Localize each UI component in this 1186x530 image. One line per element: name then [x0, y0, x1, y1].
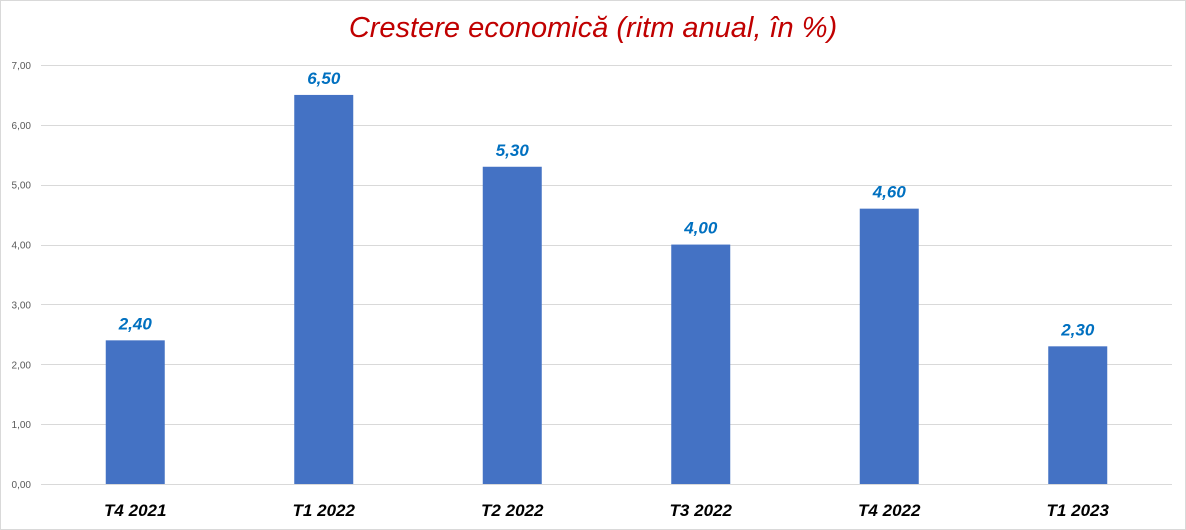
y-tick-label: 2,00	[12, 360, 32, 371]
data-label: 2,40	[118, 314, 153, 333]
bar	[482, 166, 542, 484]
bars	[105, 94, 1108, 484]
x-axis-category-labels: T4 2021 T1 2022 T2 2022 T3 2022 T4 2022 T1 20…	[104, 501, 1109, 520]
x-category-label: T3 2022	[670, 501, 733, 520]
y-tick-label: 6,00	[12, 121, 32, 132]
y-tick-label: 4,00	[12, 241, 32, 252]
data-label: 4,60	[872, 183, 907, 202]
x-category-label: T1 2022	[293, 501, 356, 520]
y-tick-label: 3,00	[12, 300, 32, 311]
x-category-label: T4 2022	[858, 501, 921, 520]
data-label: 4,00	[683, 219, 718, 238]
bar	[671, 244, 731, 484]
x-category-label: T2 2022	[481, 501, 544, 520]
y-tick-label: 1,00	[12, 420, 32, 431]
y-tick-label: 7,00	[12, 61, 32, 72]
bar	[1048, 346, 1108, 484]
data-label: 5,30	[496, 141, 530, 160]
bar	[859, 208, 919, 484]
x-category-label: T1 2023	[1047, 501, 1110, 520]
y-axis-tick-labels: 0,00 1,00 2,00 3,00 4,00 5,00 6,00 7,00	[12, 61, 32, 491]
chart-title: Crestere economică (ritm anual, în %)	[348, 12, 838, 44]
gridlines	[41, 65, 1172, 485]
bar	[105, 340, 165, 484]
bar	[294, 94, 354, 484]
data-label: 6,50	[307, 69, 341, 88]
y-tick-label: 5,00	[12, 181, 32, 192]
data-labels: 2,40 6,50 5,30 4,00 4,60 2,30	[118, 69, 1095, 339]
y-tick-label: 0,00	[12, 480, 32, 491]
data-label: 2,30	[1060, 320, 1095, 339]
x-category-label: T4 2021	[104, 501, 166, 520]
